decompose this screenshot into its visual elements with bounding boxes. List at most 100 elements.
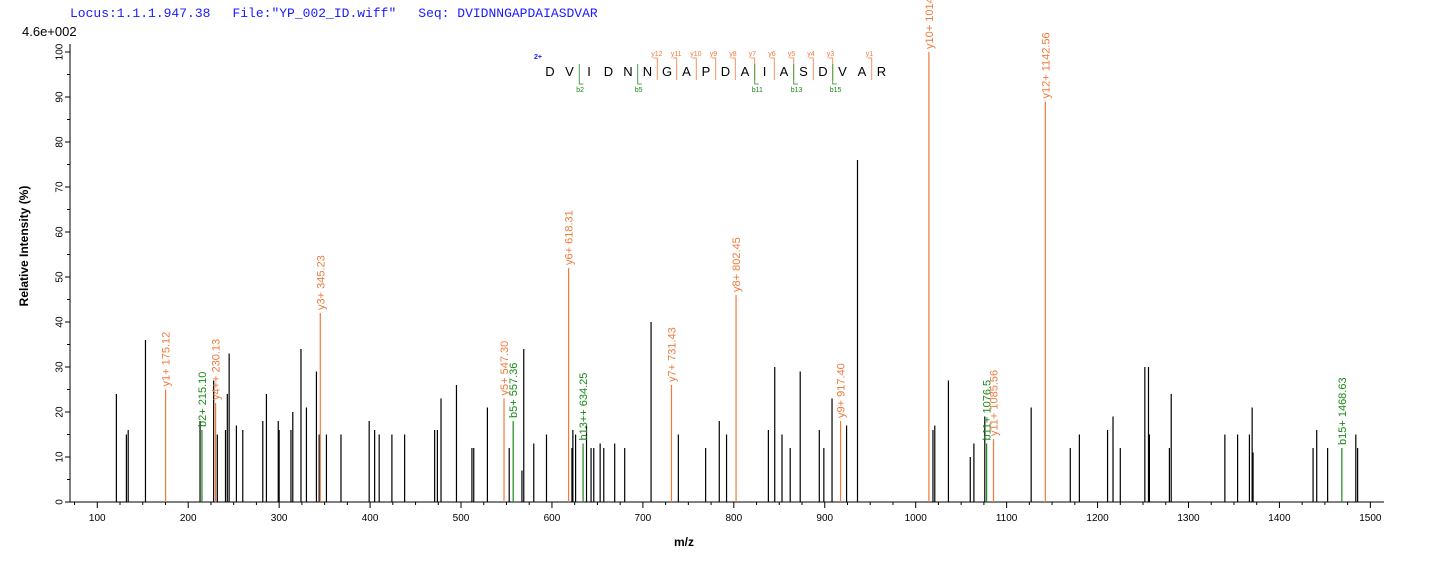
sequence-residue: V	[838, 64, 847, 79]
y-tick-label: 100	[55, 43, 66, 60]
y-fragment-marker	[672, 57, 678, 80]
b-fragment-marker	[793, 64, 798, 85]
file-text: File:"YP_002_ID.wiff"	[232, 6, 397, 21]
charge-label: 2+	[534, 54, 542, 61]
sequence-residue: D	[721, 64, 730, 79]
peak-label: y8+ 802.45	[731, 237, 743, 292]
y-tick-label: 0	[55, 499, 66, 505]
y-tick-label: 90	[55, 91, 66, 103]
y-fragment-label: y3	[827, 51, 835, 58]
y-fragment-marker	[731, 57, 736, 80]
sequence-residue: D	[604, 64, 613, 79]
y-fragment-label: y7	[749, 51, 757, 58]
peak-label: y7+ 731.43	[666, 327, 678, 382]
sequence-residue: D	[818, 64, 827, 79]
y-tick-label: 50	[55, 271, 66, 283]
y-fragment-marker	[867, 57, 873, 80]
y-fragment-marker	[770, 57, 775, 80]
sequence-residue: N	[623, 64, 632, 79]
x-tick-label: 1000	[905, 513, 928, 524]
peak-label: b2+ 215.10	[197, 372, 209, 427]
sequence-residue: G	[662, 64, 672, 79]
x-tick-label: 900	[816, 513, 833, 524]
y-fragment-label: y5	[788, 51, 796, 58]
y-fragment-label: y12	[651, 51, 662, 58]
peak-label: y12+ 1142.56	[1040, 32, 1052, 98]
b-fragment-label: b11	[752, 87, 763, 94]
y-tick-label: 10	[55, 451, 66, 463]
x-tick-label: 600	[544, 513, 561, 524]
x-tick-label: 200	[180, 513, 197, 524]
locus-text: Locus:1.1.1.947.38	[70, 6, 211, 21]
peak-labels: y1+ 175.12 b2+ 215.10 y4++ 230.13 y3+ 345.2…	[161, 0, 1349, 445]
b-fragment-marker	[832, 64, 837, 85]
sequence-residue: V	[565, 64, 574, 79]
peak-label: y6+ 618.31	[564, 210, 576, 265]
x-tick-label: 300	[271, 513, 288, 524]
peak-label: y5+ 547.30	[499, 341, 511, 396]
y-fragment-label: y9	[710, 51, 718, 58]
peak-label: y11+ 1085.56	[988, 370, 1000, 436]
x-tick-label: 800	[725, 513, 742, 524]
x-tick-label: 1200	[1086, 513, 1109, 524]
y-axis-title: Relative Intensity (%)	[17, 186, 31, 307]
b-fragment-marker	[754, 64, 759, 85]
y-fragment-label: y1	[866, 51, 874, 58]
sequence-residue: S	[799, 64, 808, 79]
sequence-residue: A	[741, 64, 750, 79]
intensity-max-label: 4.6e+002	[22, 24, 77, 39]
y-fragment-label: y10	[690, 51, 701, 58]
sequence-residue: A	[780, 64, 789, 79]
y-fragment-marker	[711, 57, 717, 80]
spectrum-header: Locus:1.1.1.947.38 File:"YP_002_ID.wiff" S…	[70, 6, 620, 21]
y-tick-label: 20	[55, 406, 66, 418]
peak-label: b13++ 634.25	[578, 373, 590, 441]
y-fragment-label: y11	[671, 51, 682, 58]
peaks	[115, 52, 1359, 502]
b-fragment-marker	[578, 64, 584, 85]
x-tick-label: 400	[362, 513, 379, 524]
sequence-residue: A	[682, 64, 691, 79]
sequence-residue: A	[858, 64, 867, 79]
peak-label: b15+ 1468.63	[1337, 377, 1349, 445]
x-tick-label: 100	[89, 513, 106, 524]
b-fragment-label: b13	[791, 87, 803, 94]
y-fragment-marker	[789, 57, 795, 80]
y-fragment-marker	[692, 57, 697, 80]
peak-label: y10+ 1014.52	[924, 0, 936, 49]
sequence-residue: I	[763, 64, 767, 79]
y-fragment-marker	[750, 57, 756, 80]
x-tick-label: 1300	[1177, 513, 1200, 524]
y-tick-label: 70	[55, 181, 66, 193]
x-tick-label: 1500	[1359, 513, 1382, 524]
y-tick-label: 30	[55, 361, 66, 373]
b-fragment-label: b15	[830, 87, 842, 94]
sequence-residue: R	[877, 64, 886, 79]
peak-label: b11+ 1076.5	[982, 380, 994, 441]
x-tick-label: 1100	[996, 513, 1018, 524]
axes: 0 10 20 30 40 50 60 70 80 90 100 100 200 300 400 500 600…	[55, 43, 1384, 524]
y-tick-label: 60	[55, 226, 66, 238]
peak-label: y3+ 345.23	[315, 255, 327, 310]
b-fragment-label: b2	[576, 87, 584, 94]
peak-label: y9+ 917.40	[836, 363, 848, 418]
y-fragment-label: y4	[807, 51, 815, 58]
y-tick-label: 40	[55, 316, 66, 328]
b-fragment-marker	[637, 64, 642, 85]
x-axis-title: m/z	[674, 535, 694, 549]
y-fragment-label: y6	[768, 51, 776, 58]
x-tick-label: 700	[635, 513, 652, 524]
sequence-residue: D	[545, 64, 554, 79]
x-tick-label: 1400	[1268, 513, 1291, 524]
sequence-residue: P	[702, 64, 711, 79]
y-fragment-label: y8	[729, 51, 737, 58]
x-tick-label: 500	[453, 513, 470, 524]
y-fragment-marker	[828, 57, 834, 80]
y-fragment-marker	[809, 57, 814, 80]
sequence-text: Seq: DVIDNNGAPDAIASDVAR	[418, 6, 598, 21]
b-fragment-label: b5	[635, 87, 643, 94]
peak-label: y1+ 175.12	[161, 332, 173, 387]
peak-label: b5+ 557.36	[508, 363, 520, 418]
